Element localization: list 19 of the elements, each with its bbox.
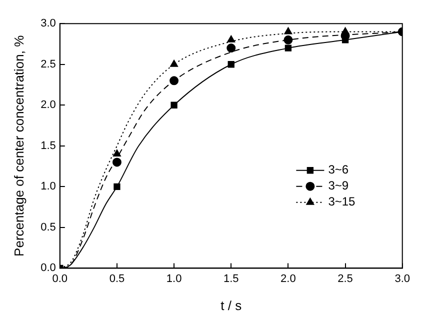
y-tick-label: 2.0 (40, 99, 56, 112)
x-tick-label: 2.5 (338, 272, 353, 285)
legend-label: 3~9 (328, 178, 349, 193)
y-tick-label: 3.0 (40, 18, 56, 30)
x-tick-label: 2.0 (280, 272, 296, 285)
y-tick-label: 0.5 (40, 221, 56, 234)
x-tick-label: 1.5 (223, 272, 239, 285)
x-axis-title: t / s (220, 298, 242, 313)
legend-label: 3~6 (328, 162, 349, 177)
y-tick-label: 1.5 (40, 140, 56, 152)
legend-label: 3~15 (328, 194, 356, 209)
y-tick-label: 1.0 (40, 180, 56, 193)
y-tick-label: 0.0 (40, 262, 56, 274)
y-axis-title: Percentage of center concentration, % (11, 34, 26, 256)
x-tick-label: 1.0 (166, 272, 182, 285)
y-tick-label: 2.5 (40, 58, 56, 70)
x-tick-label: 0.5 (109, 272, 125, 285)
x-tick-label: 3.0 (394, 272, 410, 285)
x-tick-label: 0.0 (52, 272, 68, 285)
